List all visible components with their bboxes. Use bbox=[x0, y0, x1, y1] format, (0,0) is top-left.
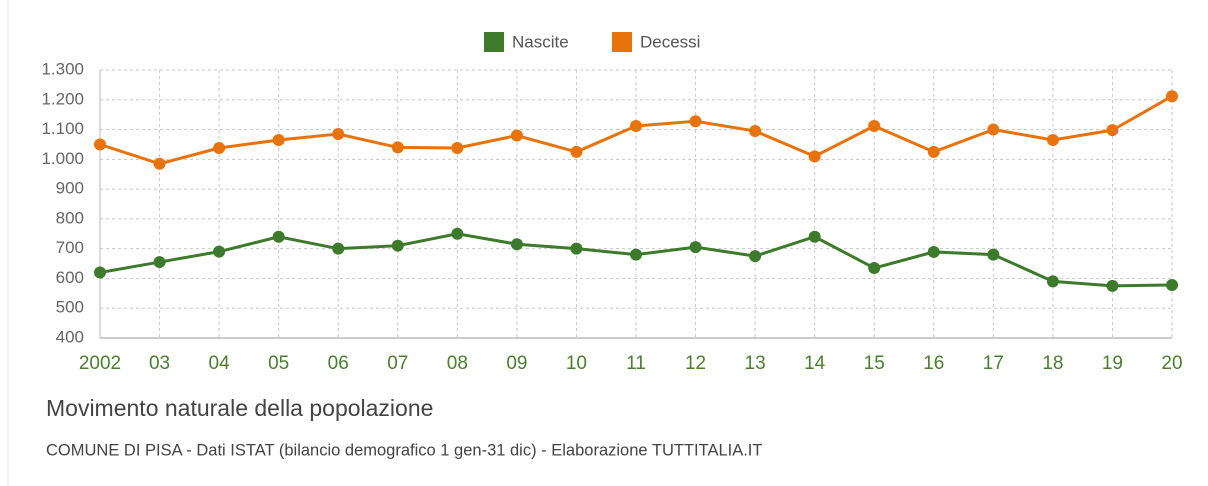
x-tick-label: 06 bbox=[328, 353, 349, 374]
data-point bbox=[927, 245, 940, 258]
x-tick-label: 12 bbox=[685, 353, 706, 374]
x-tick-label: 14 bbox=[804, 353, 826, 374]
legend-label: Nascite bbox=[512, 32, 569, 51]
y-tick-label: 1.000 bbox=[41, 149, 84, 168]
data-point bbox=[689, 115, 702, 128]
data-point bbox=[749, 250, 762, 263]
x-tick-label: 15 bbox=[864, 353, 885, 374]
x-tick-label: 19 bbox=[1102, 353, 1123, 374]
data-point bbox=[391, 239, 404, 252]
data-point bbox=[332, 128, 345, 141]
data-point bbox=[272, 133, 285, 146]
data-point bbox=[749, 125, 762, 138]
legend-label: Decessi bbox=[640, 32, 700, 51]
data-point bbox=[987, 248, 1000, 261]
data-point bbox=[987, 123, 1000, 136]
y-tick-label: 500 bbox=[56, 298, 84, 317]
x-tick-label: 09 bbox=[506, 353, 527, 374]
data-point bbox=[630, 248, 642, 261]
y-tick-label: 400 bbox=[56, 327, 84, 346]
data-point bbox=[927, 145, 940, 158]
data-point bbox=[570, 242, 583, 255]
data-point bbox=[1166, 278, 1178, 291]
data-point bbox=[510, 129, 523, 142]
data-point bbox=[213, 245, 226, 258]
data-point bbox=[391, 141, 404, 154]
x-tick-label: 18 bbox=[1042, 353, 1063, 374]
data-point bbox=[689, 241, 702, 254]
x-tick-label: 17 bbox=[983, 353, 1004, 374]
legend-swatch bbox=[612, 32, 632, 52]
data-point bbox=[1046, 133, 1059, 146]
data-point bbox=[1166, 90, 1178, 103]
data-point bbox=[868, 262, 881, 275]
data-point bbox=[570, 145, 583, 158]
y-tick-label: 1.300 bbox=[41, 59, 84, 78]
data-point bbox=[630, 119, 642, 132]
data-point bbox=[808, 150, 821, 163]
legend-swatch bbox=[484, 32, 504, 52]
data-point bbox=[1106, 124, 1119, 137]
data-point bbox=[272, 230, 285, 243]
data-point bbox=[1046, 275, 1059, 288]
data-point bbox=[94, 266, 106, 279]
x-tick-label: 04 bbox=[209, 353, 231, 374]
data-point bbox=[332, 242, 345, 255]
x-tick-label: 05 bbox=[268, 353, 289, 374]
data-point bbox=[451, 227, 464, 240]
x-tick-label: 03 bbox=[149, 353, 170, 374]
data-point bbox=[451, 142, 464, 155]
y-tick-label: 800 bbox=[56, 208, 84, 227]
x-tick-label: 10 bbox=[566, 353, 587, 374]
x-tick-label: 11 bbox=[626, 353, 646, 374]
x-tick-label: 16 bbox=[923, 353, 944, 374]
x-tick-label: 2002 bbox=[79, 353, 121, 374]
data-point bbox=[510, 238, 523, 251]
y-tick-label: 600 bbox=[56, 268, 84, 287]
x-tick-label: 20 bbox=[1161, 353, 1182, 374]
data-point bbox=[808, 230, 821, 243]
chart-title: Movimento naturale della popolazione bbox=[46, 395, 433, 421]
y-tick-label: 1.200 bbox=[41, 89, 84, 108]
data-point bbox=[213, 142, 226, 155]
y-tick-label: 900 bbox=[56, 179, 84, 198]
data-point bbox=[1106, 279, 1119, 292]
x-tick-label: 13 bbox=[745, 353, 766, 374]
data-point bbox=[153, 157, 166, 170]
chart-subtitle: COMUNE DI PISA - Dati ISTAT (bilancio de… bbox=[46, 441, 762, 459]
data-point bbox=[153, 256, 166, 269]
y-tick-label: 1.100 bbox=[41, 119, 84, 138]
y-tick-label: 700 bbox=[56, 238, 84, 257]
data-point bbox=[868, 119, 881, 132]
data-point bbox=[94, 138, 106, 151]
x-tick-label: 08 bbox=[447, 353, 468, 374]
x-tick-label: 07 bbox=[387, 353, 408, 374]
